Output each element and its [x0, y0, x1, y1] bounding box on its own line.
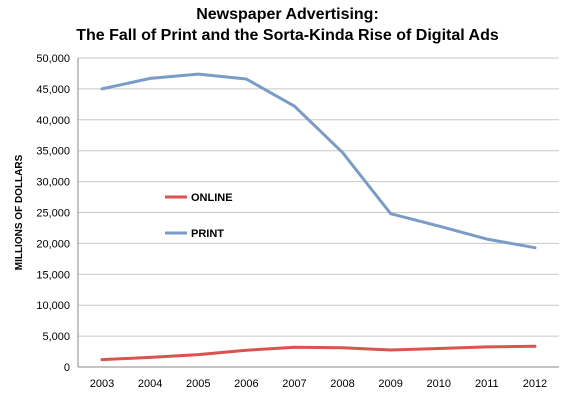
data-point-print — [486, 238, 488, 240]
x-tick-label: 2010 — [427, 378, 451, 390]
x-tick-label: 2009 — [378, 378, 402, 390]
data-point-online — [534, 345, 536, 347]
data-point-online — [245, 349, 247, 351]
data-point-online — [101, 359, 103, 361]
x-tick-label: 2004 — [138, 378, 162, 390]
x-tick-label: 2008 — [330, 378, 354, 390]
chart-subtitle: The Fall of Print and the Sorta-Kinda Ri… — [76, 27, 499, 44]
y-axis-label: MILLIONS OF DOLLARS — [14, 154, 25, 270]
series-line-print — [100, 72, 537, 250]
data-point-print — [101, 88, 103, 90]
x-tick-label: 2003 — [90, 378, 114, 390]
data-point-online — [197, 354, 199, 356]
data-point-print — [534, 247, 536, 249]
legend-label-print: PRINT — [191, 228, 224, 240]
y-tick-label: 45,000 — [36, 84, 70, 96]
y-tick-label: 0 — [64, 362, 70, 374]
data-point-online — [390, 349, 392, 351]
data-point-online — [293, 346, 295, 348]
data-point-print — [149, 77, 151, 79]
legend-label-online: ONLINE — [191, 192, 233, 204]
y-tick-label: 15,000 — [36, 269, 70, 281]
x-tick-label: 2007 — [282, 378, 306, 390]
x-tick-label: 2005 — [186, 378, 210, 390]
y-tick-label: 50,000 — [36, 53, 70, 65]
series-line-online — [100, 344, 537, 362]
x-tick-label: 2012 — [523, 378, 547, 390]
y-tick-label: 20,000 — [36, 238, 70, 250]
data-point-online — [149, 356, 151, 358]
y-tick-label: 35,000 — [36, 146, 70, 158]
data-point-online — [438, 347, 440, 349]
chart-title: Newspaper Advertising: — [196, 6, 379, 23]
data-point-print — [197, 73, 199, 75]
y-tick-label: 30,000 — [36, 177, 70, 189]
data-point-print — [342, 152, 344, 154]
data-point-print — [390, 213, 392, 215]
x-tick-label: 2006 — [234, 378, 258, 390]
x-tick-label: 2011 — [475, 378, 499, 390]
data-point-online — [342, 347, 344, 349]
data-point-print — [438, 225, 440, 227]
data-point-print — [245, 78, 247, 80]
data-point-online — [486, 346, 488, 348]
y-tick-label: 5,000 — [42, 331, 70, 343]
y-tick-label: 25,000 — [36, 208, 70, 220]
y-tick-label: 10,000 — [36, 300, 70, 312]
data-point-print — [293, 105, 295, 107]
y-tick-label: 40,000 — [36, 115, 70, 127]
